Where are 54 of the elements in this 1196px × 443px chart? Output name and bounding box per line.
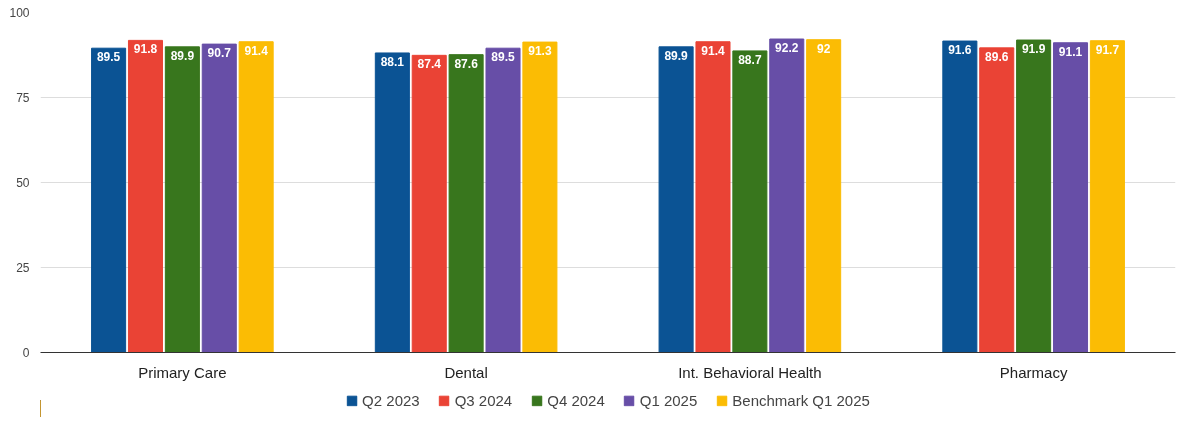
x-tick-label: Pharmacy [999, 363, 1068, 381]
bar [238, 41, 274, 353]
bar [201, 43, 237, 353]
y-tick-label: 75 [16, 91, 30, 105]
data-label: 87.6 [454, 56, 479, 71]
data-label: 91.6 [948, 43, 972, 58]
data-label: 87.4 [417, 57, 442, 72]
y-tick-label: 50 [16, 176, 30, 190]
bar [732, 50, 768, 353]
bar [411, 54, 447, 353]
bar [806, 39, 842, 353]
legend-label: Q3 2024 [454, 391, 513, 409]
bar [522, 41, 558, 353]
data-label: 91.7 [1095, 42, 1120, 57]
data-label: 89.9 [664, 48, 689, 63]
legend-label: Q2 2023 [362, 391, 420, 409]
data-label: 91.9 [1021, 42, 1046, 57]
bar [942, 40, 978, 353]
data-label: 91.4 [244, 43, 269, 58]
data-label: 88.7 [738, 52, 762, 67]
bar [769, 38, 805, 353]
data-label: 92.2 [775, 41, 799, 56]
data-label: 91.3 [528, 44, 552, 59]
bar [658, 46, 694, 353]
y-tick-label: 100 [9, 6, 30, 20]
data-label: 89.9 [170, 48, 195, 63]
x-tick-label: Dental [444, 363, 488, 381]
bar [374, 52, 410, 353]
data-label: 89.6 [985, 49, 1009, 64]
bar [1052, 42, 1089, 353]
bar [164, 46, 200, 353]
bar [91, 47, 127, 353]
data-label: 88.1 [380, 54, 405, 69]
bar [127, 39, 164, 353]
y-tick-label: 0 [22, 346, 30, 360]
data-label: 90.7 [207, 46, 232, 61]
bar [979, 47, 1015, 353]
bar [1089, 40, 1125, 353]
legend-label: Benchmark Q1 2025 [732, 391, 870, 409]
bar [485, 47, 521, 353]
legend-label: Q1 2025 [639, 391, 698, 409]
bar [695, 41, 731, 353]
bar [1016, 39, 1052, 353]
legend-label: Q4 2024 [547, 391, 605, 409]
x-tick-label: Primary Care [138, 363, 227, 381]
bar [448, 54, 484, 353]
x-tick-label: Int. Behavioral Health [678, 363, 822, 381]
data-label: 91.8 [133, 42, 158, 57]
data-label: 91.4 [701, 43, 725, 58]
data-label: 92 [816, 41, 831, 56]
data-label: 91.1 [1058, 44, 1083, 59]
y-tick-label: 25 [16, 261, 30, 275]
data-label: 89.5 [96, 50, 121, 65]
data-label: 89.5 [491, 50, 516, 65]
